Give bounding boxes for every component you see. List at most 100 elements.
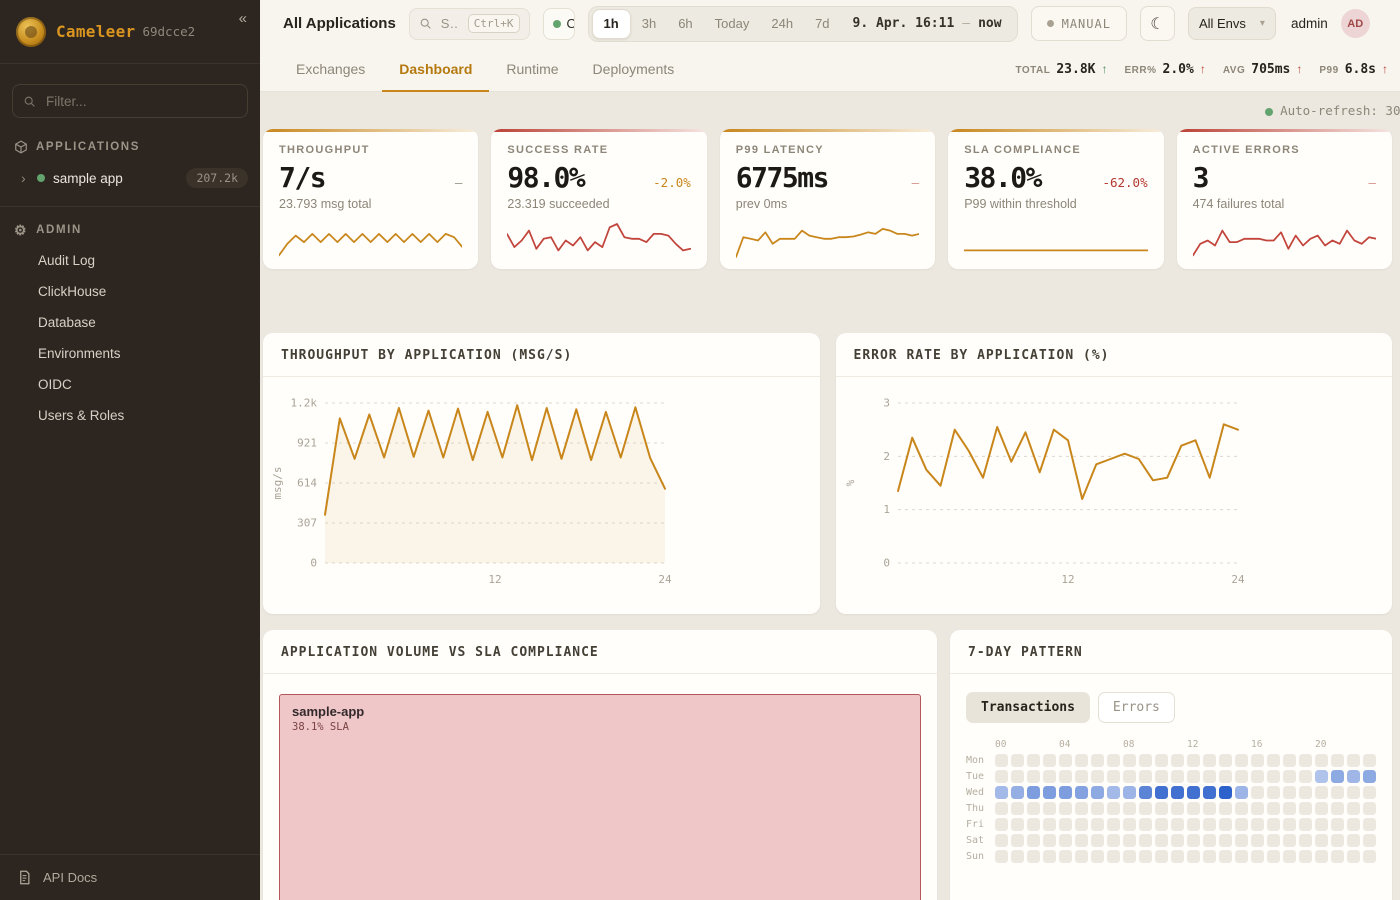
- heatmap-cell[interactable]: [1267, 786, 1280, 799]
- heatmap-cell[interactable]: [1075, 754, 1088, 767]
- heatmap-cell[interactable]: [1299, 770, 1312, 783]
- heatmap-cell[interactable]: [1331, 802, 1344, 815]
- heatmap-cell[interactable]: [1347, 770, 1360, 783]
- heatmap-cell[interactable]: [1043, 802, 1056, 815]
- heatmap-cell[interactable]: [1107, 754, 1120, 767]
- heatmap-tab-errors[interactable]: Errors: [1097, 692, 1175, 723]
- heatmap-cell[interactable]: [1203, 818, 1216, 831]
- heatmap-cell[interactable]: [1267, 802, 1280, 815]
- heatmap-cell[interactable]: [1219, 818, 1232, 831]
- heatmap-cell[interactable]: [1187, 802, 1200, 815]
- heatmap-cell[interactable]: [1171, 834, 1184, 847]
- heatmap-cell[interactable]: [1043, 754, 1056, 767]
- online-status-pill[interactable]: O: [542, 7, 575, 40]
- heatmap-cell[interactable]: [1251, 770, 1264, 783]
- heatmap-cell[interactable]: [1203, 850, 1216, 863]
- search-input[interactable]: [438, 15, 461, 32]
- heatmap-cell[interactable]: [1347, 802, 1360, 815]
- heatmap-cell[interactable]: [1091, 802, 1104, 815]
- heatmap-cell[interactable]: [1363, 786, 1376, 799]
- heatmap-cell[interactable]: [1363, 818, 1376, 831]
- heatmap-cell[interactable]: [1347, 818, 1360, 831]
- heatmap-cell[interactable]: [1203, 834, 1216, 847]
- heatmap-cell[interactable]: [1075, 818, 1088, 831]
- heatmap-cell[interactable]: [1043, 770, 1056, 783]
- heatmap-cell[interactable]: [1283, 818, 1296, 831]
- filter-input[interactable]: [44, 92, 237, 110]
- heatmap-cell[interactable]: [1267, 754, 1280, 767]
- heatmap-cell[interactable]: [1027, 786, 1040, 799]
- manual-refresh-button[interactable]: MANUAL: [1030, 6, 1127, 41]
- heatmap-cell[interactable]: [1363, 802, 1376, 815]
- heatmap-cell[interactable]: [1139, 770, 1152, 783]
- heatmap-cell[interactable]: [1171, 770, 1184, 783]
- heatmap-cell[interactable]: [1091, 770, 1104, 783]
- heatmap-cell[interactable]: [1331, 834, 1344, 847]
- heatmap-cell[interactable]: [1107, 818, 1120, 831]
- heatmap-cell[interactable]: [1203, 786, 1216, 799]
- heatmap-cell[interactable]: [1235, 834, 1248, 847]
- heatmap-cell[interactable]: [1235, 818, 1248, 831]
- heatmap-cell[interactable]: [1091, 786, 1104, 799]
- heatmap-cell[interactable]: [1107, 850, 1120, 863]
- heatmap-cell[interactable]: [1219, 786, 1232, 799]
- time-range-7d[interactable]: 7d: [815, 15, 830, 31]
- heatmap-cell[interactable]: [1251, 834, 1264, 847]
- heatmap-cell[interactable]: [1011, 834, 1024, 847]
- heatmap-cell[interactable]: [1123, 850, 1136, 863]
- heatmap-cell[interactable]: [1187, 770, 1200, 783]
- tab-runtime[interactable]: Runtime: [506, 61, 559, 77]
- heatmap-cell[interactable]: [995, 770, 1008, 783]
- date-range[interactable]: 9. Apr. 16:11 – now: [841, 16, 1014, 31]
- heatmap-cell[interactable]: [1331, 818, 1344, 831]
- heatmap-cell[interactable]: [1011, 770, 1024, 783]
- heatmap-cell[interactable]: [1283, 850, 1296, 863]
- heatmap-cell[interactable]: [995, 818, 1008, 831]
- heatmap-cell[interactable]: [1155, 802, 1168, 815]
- tab-dashboard[interactable]: Dashboard: [382, 47, 490, 92]
- heatmap-cell[interactable]: [1235, 802, 1248, 815]
- heatmap-cell[interactable]: [1235, 786, 1248, 799]
- heatmap-cell[interactable]: [1363, 754, 1376, 767]
- heatmap-cell[interactable]: [1219, 770, 1232, 783]
- heatmap-cell[interactable]: [1363, 850, 1376, 863]
- heatmap-cell[interactable]: [1299, 818, 1312, 831]
- heatmap-cell[interactable]: [1075, 850, 1088, 863]
- heatmap-cell[interactable]: [1299, 754, 1312, 767]
- heatmap-cell[interactable]: [1011, 850, 1024, 863]
- heatmap-cell[interactable]: [1107, 786, 1120, 799]
- heatmap-cell[interactable]: [1251, 754, 1264, 767]
- heatmap-cell[interactable]: [1059, 850, 1072, 863]
- chevron-right-icon[interactable]: ›: [21, 170, 26, 186]
- sidebar-item-audit-log[interactable]: Audit Log: [38, 253, 96, 268]
- heatmap-cell[interactable]: [1091, 834, 1104, 847]
- heatmap-cell[interactable]: [1043, 834, 1056, 847]
- heatmap-cell[interactable]: [1027, 802, 1040, 815]
- api-docs-link[interactable]: API Docs: [0, 854, 260, 900]
- heatmap-cell[interactable]: [1027, 818, 1040, 831]
- heatmap-cell[interactable]: [1331, 786, 1344, 799]
- heatmap-cell[interactable]: [1043, 786, 1056, 799]
- time-range-6h[interactable]: 6h: [678, 15, 693, 31]
- heatmap-cell[interactable]: [1027, 850, 1040, 863]
- heatmap-cell[interactable]: [1331, 770, 1344, 783]
- heatmap-cell[interactable]: [1123, 834, 1136, 847]
- heatmap-cell[interactable]: [1139, 802, 1152, 815]
- sidebar-item-clickhouse[interactable]: ClickHouse: [38, 284, 107, 299]
- avatar[interactable]: AD: [1340, 9, 1370, 38]
- heatmap-cell[interactable]: [1299, 834, 1312, 847]
- heatmap-cell[interactable]: [1075, 770, 1088, 783]
- heatmap-cell[interactable]: [1123, 802, 1136, 815]
- heatmap-cell[interactable]: [1171, 754, 1184, 767]
- heatmap-cell[interactable]: [1123, 786, 1136, 799]
- heatmap-cell[interactable]: [1011, 754, 1024, 767]
- heatmap-cell[interactable]: [1091, 850, 1104, 863]
- heatmap-cell[interactable]: [1219, 850, 1232, 863]
- heatmap-cell[interactable]: [1267, 770, 1280, 783]
- heatmap-cell[interactable]: [1219, 834, 1232, 847]
- heatmap-cell[interactable]: [1315, 786, 1328, 799]
- heatmap-cell[interactable]: [1059, 834, 1072, 847]
- heatmap-cell[interactable]: [1123, 770, 1136, 783]
- heatmap-cell[interactable]: [1235, 770, 1248, 783]
- heatmap-tab-transactions[interactable]: Transactions: [966, 692, 1090, 723]
